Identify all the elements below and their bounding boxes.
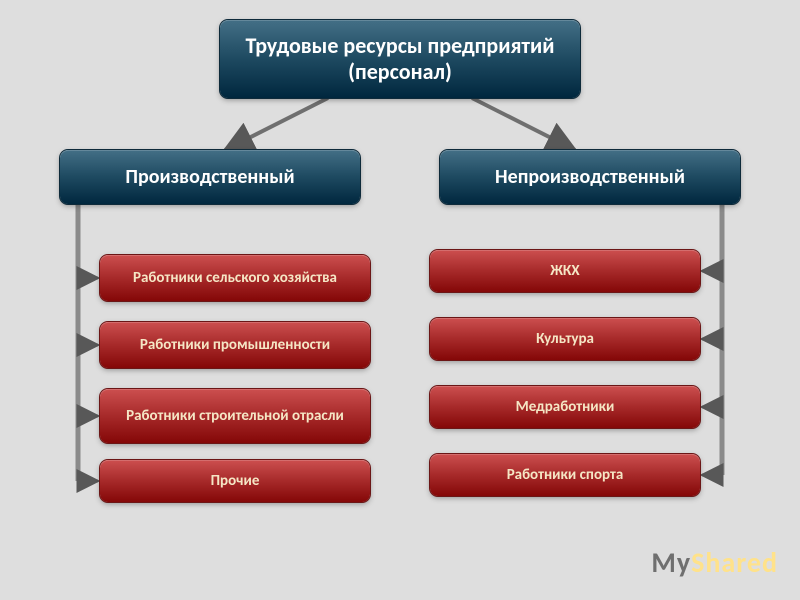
node-label: Прочие (211, 472, 260, 490)
leaf-node: ЖКХ (430, 250, 700, 292)
leaf-node: Медработники (430, 386, 700, 428)
watermark-suffix: Shared (691, 545, 778, 580)
root-node: Трудовые ресурсы предприятий (персонал) (220, 20, 580, 98)
leaf-node: Работники спорта (430, 454, 700, 496)
node-label: Работники строительной отрасли (126, 407, 344, 425)
watermark: MyShared (651, 545, 778, 580)
node-label: Трудовые ресурсы предприятий (персонал) (230, 33, 570, 86)
leaf-node: Работники сельского хозяйства (100, 255, 370, 301)
node-label: Работники сельского хозяйства (133, 269, 337, 287)
leaf-node: Культура (430, 318, 700, 360)
leaf-node: Работники промышленности (100, 322, 370, 368)
node-label: Культура (536, 330, 594, 348)
node-label: Непроизводственный (495, 165, 685, 189)
node-label: Работники промышленности (140, 336, 330, 354)
node-label: Работники спорта (507, 466, 624, 484)
node-label: ЖКХ (550, 262, 579, 280)
leaf-node: Работники строительной отрасли (100, 389, 370, 443)
watermark-prefix: My (651, 545, 691, 580)
node-label: Производственный (125, 165, 294, 189)
category-left: Производственный (60, 150, 360, 204)
category-right: Непроизводственный (440, 150, 740, 204)
node-label: Медработники (516, 398, 615, 416)
leaf-node: Прочие (100, 460, 370, 502)
